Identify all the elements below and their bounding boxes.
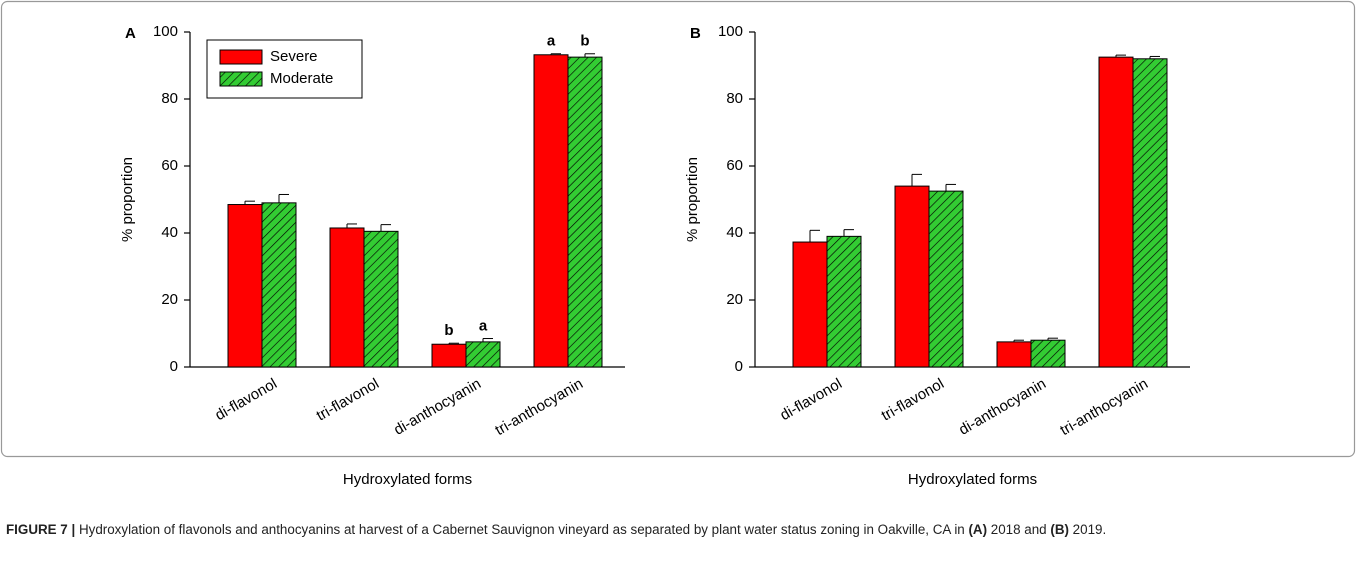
y-tick-label: 60 — [726, 157, 743, 174]
error-bar — [1115, 54, 1126, 58]
error-bar — [1047, 337, 1058, 341]
caption-bold: (B) — [1050, 522, 1069, 537]
caption-bold: FIGURE 7 | — [6, 522, 76, 537]
error-bar — [448, 342, 459, 345]
significance-letter: b — [580, 33, 589, 50]
error-bar — [346, 223, 357, 228]
caption-text: Hydroxylation of flavonols and anthocyan… — [75, 522, 969, 537]
x-tick-label: di-flavonol — [212, 375, 280, 424]
error-bar — [550, 53, 561, 55]
y-tick-label: 20 — [726, 291, 743, 308]
legend-swatch — [219, 49, 263, 65]
y-tick-label: 80 — [161, 90, 178, 107]
figure-frame — [0, 0, 1356, 458]
bar — [329, 227, 365, 368]
x-tick-label: tri-anthocyanin — [492, 375, 586, 439]
legend-swatch — [219, 71, 263, 87]
y-tick-label: 60 — [161, 157, 178, 174]
bar — [533, 54, 569, 368]
y-tick-label: 100 — [153, 23, 178, 40]
bar — [1098, 56, 1134, 368]
y-axis-label: % proportion — [684, 157, 701, 242]
panel-label: A — [125, 25, 136, 42]
error-bar — [380, 224, 391, 232]
error-bar — [911, 173, 922, 187]
bar — [431, 343, 467, 368]
y-tick-label: 0 — [735, 358, 743, 375]
panel-label: B — [690, 25, 701, 42]
error-bar — [1013, 339, 1024, 342]
bar — [792, 241, 828, 368]
y-tick-label: 40 — [726, 224, 743, 241]
x-axis-label: Hydroxylated forms — [343, 471, 472, 488]
legend-label: Severe — [270, 48, 318, 65]
caption-bold: (A) — [968, 522, 988, 537]
bar — [261, 202, 297, 368]
error-bar — [584, 53, 595, 58]
bar — [928, 190, 964, 368]
bar — [567, 56, 603, 368]
error-bar — [843, 229, 854, 237]
caption: FIGURE 7 | Hydroxylation of flavonols an… — [6, 519, 1336, 540]
figure: A % proportion Hydroxylated forms 0 20 40 60 80… — [0, 0, 1356, 488]
error-bar — [278, 193, 289, 203]
x-tick-label: di-anthocyanin — [391, 375, 484, 439]
caption-text: 2019. — [1068, 522, 1107, 537]
y-tick-label: 40 — [161, 224, 178, 241]
error-bar — [1149, 55, 1160, 59]
x-tick-label: tri-anthocyanin — [1057, 375, 1151, 439]
x-axis-label: Hydroxylated forms — [908, 471, 1037, 488]
caption-text: 2018 and — [987, 522, 1051, 537]
bar — [826, 235, 862, 368]
bar — [894, 185, 930, 368]
error-bar — [809, 229, 820, 243]
significance-letter: a — [547, 33, 556, 50]
y-tick-label: 80 — [726, 90, 743, 107]
error-bar — [945, 183, 956, 192]
y-tick-label: 20 — [161, 291, 178, 308]
significance-letter: a — [479, 317, 488, 334]
y-tick-label: 100 — [718, 23, 743, 40]
y-axis-label: % proportion — [119, 157, 136, 242]
x-tick-label: di-flavonol — [777, 375, 845, 424]
bar — [465, 341, 501, 368]
bar — [1030, 339, 1066, 368]
x-tick-label: tri-flavonol — [879, 375, 947, 424]
bar — [996, 341, 1032, 368]
significance-letter: b — [444, 322, 453, 339]
error-bar — [244, 200, 255, 205]
bar — [227, 204, 263, 368]
legend-label: Moderate — [270, 70, 333, 87]
y-tick-label: 0 — [170, 358, 178, 375]
error-bar — [482, 338, 493, 342]
x-tick-label: di-anthocyanin — [956, 375, 1049, 439]
bar — [1132, 58, 1168, 368]
x-tick-label: tri-flavonol — [314, 375, 382, 424]
bar — [363, 230, 399, 368]
